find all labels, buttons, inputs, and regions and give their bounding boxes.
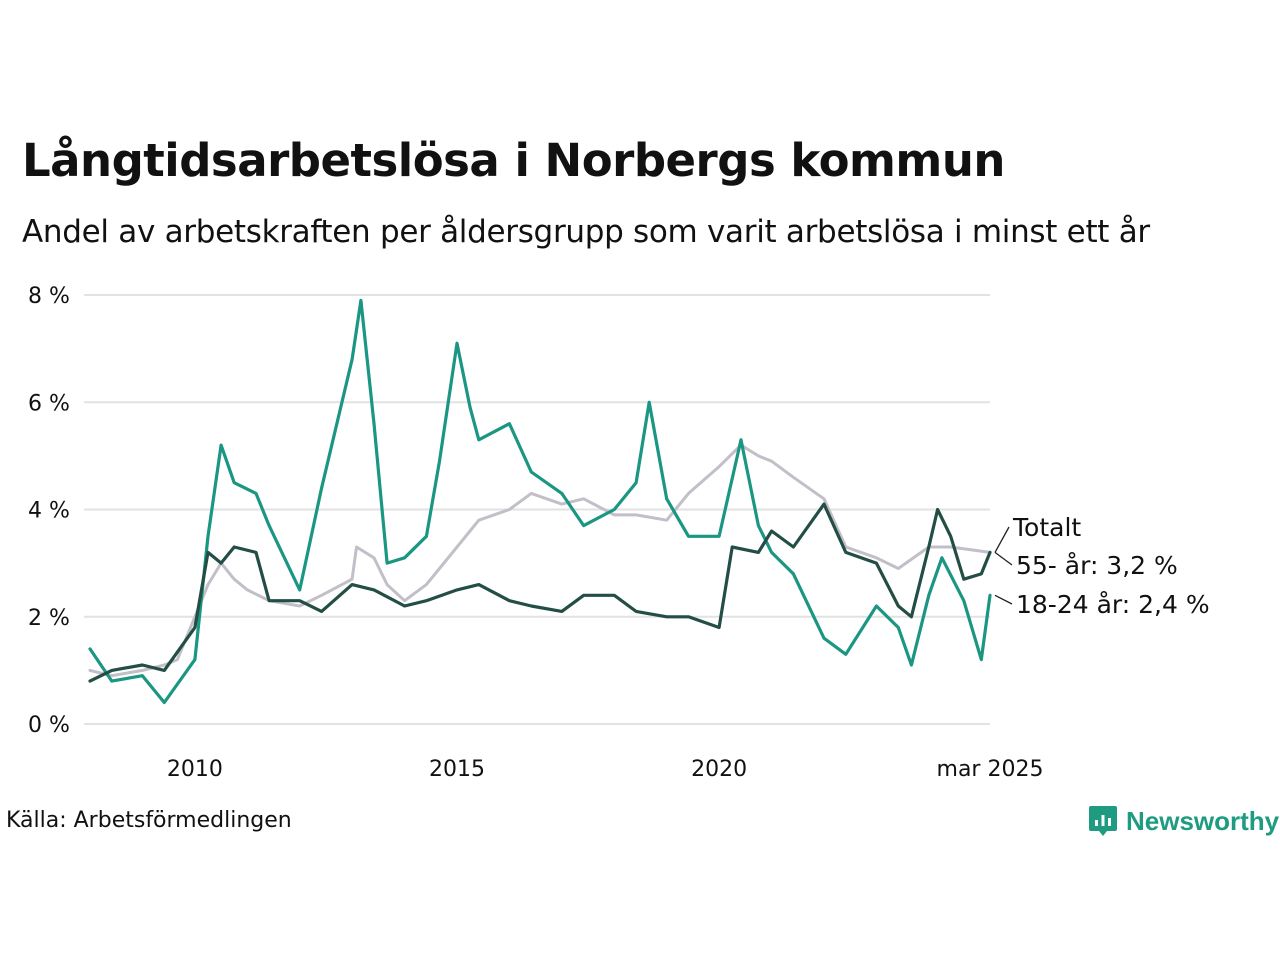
chart-title: Långtidsarbetslösa i Norbergs kommun (22, 134, 1005, 187)
source-note: Källa: Arbetsförmedlingen (6, 808, 292, 833)
x-tick-label: mar 2025 (937, 757, 1044, 782)
series-labels: Totalt 55- år: 3,2 % 18-24 år: 2,4 % (994, 513, 1210, 619)
brand-logo: Newsworthy (1088, 804, 1279, 838)
y-tick-label: 6 % (28, 391, 70, 416)
y-axis: 0 % 2 % 4 % 6 % 8 % (28, 284, 70, 738)
chart-subtitle: Andel av arbetskraften per åldersgrupp s… (22, 214, 1150, 250)
y-tick-label: 8 % (28, 284, 70, 309)
x-tick-label: 2015 (429, 757, 485, 782)
brand-name: Newsworthy (1126, 805, 1280, 836)
x-axis: 2010 2015 2020 mar 2025 (167, 757, 1044, 782)
gridlines (84, 294, 990, 725)
line-chart: 0 % 2 % 4 % 6 % 8 % 2010 2015 2020 mar 2025 Tot… (28, 284, 1210, 782)
leader-line-age18_24 (994, 594, 1013, 605)
series-lines (88, 298, 992, 705)
series-line-totalt (88, 443, 992, 678)
newsworthy-logo-icon (1089, 806, 1117, 836)
series-line-age18_24 (88, 298, 992, 705)
y-tick-label: 0 % (28, 713, 70, 738)
series-label-age55: 55- år: 3,2 % (1016, 551, 1178, 580)
series-label-totalt: Totalt (1012, 513, 1081, 542)
x-tick-label: 2020 (691, 757, 747, 782)
leader-line-age55 (994, 551, 1013, 566)
series-label-age18_24: 18-24 år: 2,4 % (1016, 590, 1210, 619)
series-line-age55 (88, 502, 992, 683)
y-tick-label: 4 % (28, 499, 70, 524)
leader-line-totalt (994, 526, 1010, 553)
y-tick-label: 2 % (28, 606, 70, 631)
x-tick-label: 2010 (167, 757, 223, 782)
